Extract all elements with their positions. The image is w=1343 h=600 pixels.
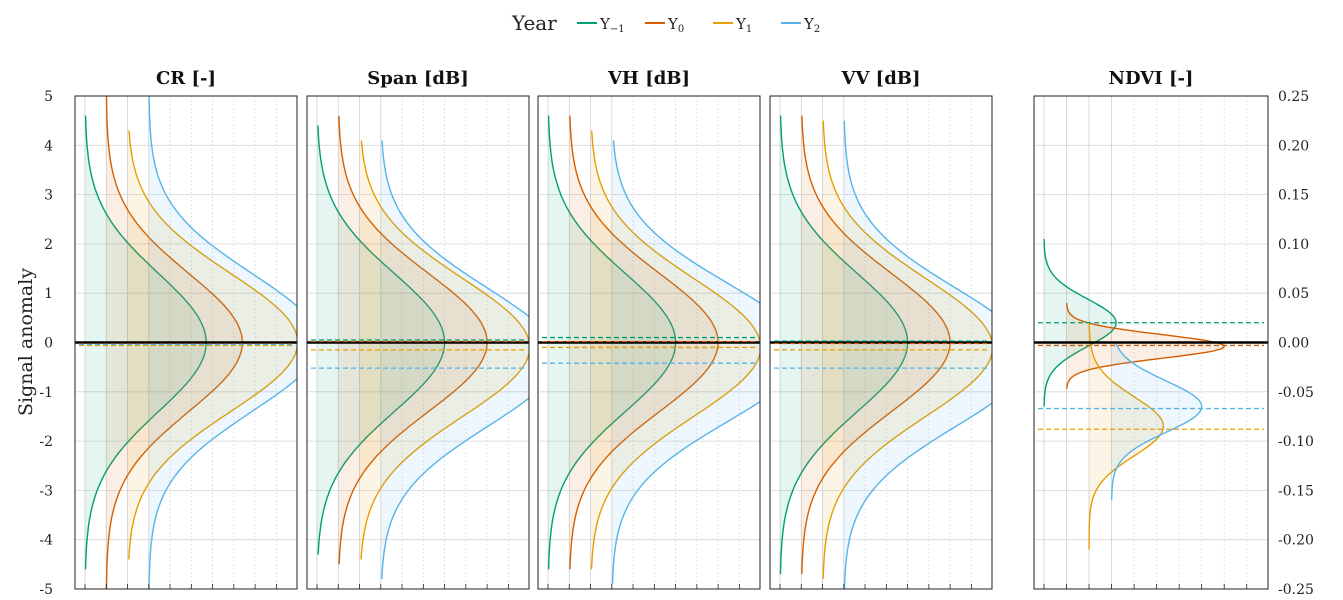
panel-vv-db: VV [dB] xyxy=(769,68,993,590)
y-tick-label: -5 xyxy=(39,582,53,598)
y-tick-label: 5 xyxy=(44,89,53,105)
panel-title: CR [-] xyxy=(156,68,216,89)
density-curve-y1 xyxy=(360,140,529,560)
density-curve-y1 xyxy=(1088,322,1165,550)
density-fill-y1 xyxy=(127,130,297,560)
density-fill-y0 xyxy=(801,115,951,575)
y2-tick-label: -0.20 xyxy=(1278,533,1314,549)
density-curve-y2 xyxy=(381,140,529,580)
y2-tick-label: -0.15 xyxy=(1278,483,1314,499)
y-tick-label: 1 xyxy=(44,286,53,302)
panel-frame xyxy=(1033,95,1269,590)
y-tick-label: -1 xyxy=(39,385,53,401)
density-curve-y2 xyxy=(611,140,760,585)
y-axis-label: Signal anomaly xyxy=(15,268,37,416)
panel-title: NDVI [-] xyxy=(1109,68,1194,89)
panel-title: VV [dB] xyxy=(840,68,920,89)
panel-frame xyxy=(306,95,530,590)
panel-span-db: Span [dB] xyxy=(306,68,530,590)
y-tick-label: 4 xyxy=(44,138,53,154)
density-fill-y2 xyxy=(611,140,760,585)
density-curve-y-1 xyxy=(1043,238,1117,407)
density-curve-y-1 xyxy=(317,125,446,555)
density-fill-y-1 xyxy=(317,125,445,555)
y2-tick-label: 0.15 xyxy=(1278,188,1309,204)
legend-label-1: Y0 xyxy=(667,15,684,35)
left-axis: 5 4 3 2 1 0 -1 -2 -3 -4 -5 xyxy=(39,89,53,598)
y2-tick-label: -0.10 xyxy=(1278,434,1314,450)
panel-title: VH [dB] xyxy=(607,68,690,89)
panel-frame xyxy=(769,95,993,590)
y2-tick-label: -0.05 xyxy=(1278,385,1314,401)
density-fill-y1 xyxy=(1089,322,1164,550)
legend-label-2: Y1 xyxy=(735,15,752,35)
density-fill-y1 xyxy=(359,140,529,560)
density-fill-y2 xyxy=(1111,342,1202,501)
y2-tick-label: 0.20 xyxy=(1278,138,1309,154)
y2-tick-label: 0.00 xyxy=(1278,336,1309,352)
panel-ndvi: NDVI [-] xyxy=(1033,68,1269,590)
density-curve-y1 xyxy=(128,130,297,560)
density-fill-y1 xyxy=(590,130,760,570)
density-curve-y2 xyxy=(1111,342,1203,501)
density-curve-y2 xyxy=(843,120,992,589)
legend-label-0: Y−1 xyxy=(599,15,625,35)
density-curve-y-1 xyxy=(779,115,909,575)
y-tick-label: -2 xyxy=(39,434,53,450)
y-tick-label: 2 xyxy=(44,237,53,253)
density-curve-y0 xyxy=(801,115,951,575)
panel-title: Span [dB] xyxy=(367,68,468,89)
density-curve-y1 xyxy=(822,120,992,580)
density-fill-y-1 xyxy=(780,115,908,575)
legend-label-3: Y2 xyxy=(803,15,820,35)
y2-tick-label: 0.10 xyxy=(1278,237,1309,253)
right-axis: 0.25 0.20 0.15 0.10 0.05 0.00 -0.05 -0.10 -0.15 -… xyxy=(1278,89,1314,598)
panel-vh-db: VH [dB] xyxy=(537,68,761,590)
y-tick-label: -4 xyxy=(39,533,53,549)
panel-frame xyxy=(74,95,298,590)
y2-tick-label: -0.25 xyxy=(1278,582,1314,598)
y-tick-label: 0 xyxy=(44,336,53,352)
panel-cr: CR [-] xyxy=(74,68,298,590)
y2-tick-label: 0.25 xyxy=(1278,89,1309,105)
density-curve-y2 xyxy=(148,96,297,589)
y2-tick-label: 0.05 xyxy=(1278,286,1309,302)
legend-title: Year xyxy=(511,11,557,35)
density-fill-y2 xyxy=(843,120,992,589)
density-curve-y1 xyxy=(590,130,760,570)
legend: Year Y−1 Y0 Y1 Y2 xyxy=(511,11,820,35)
panel-frame xyxy=(537,95,761,590)
density-fill-y1 xyxy=(822,120,992,580)
y-tick-label: -3 xyxy=(39,483,53,499)
y-tick-label: 3 xyxy=(44,188,53,204)
density-fill-y2 xyxy=(380,140,529,580)
